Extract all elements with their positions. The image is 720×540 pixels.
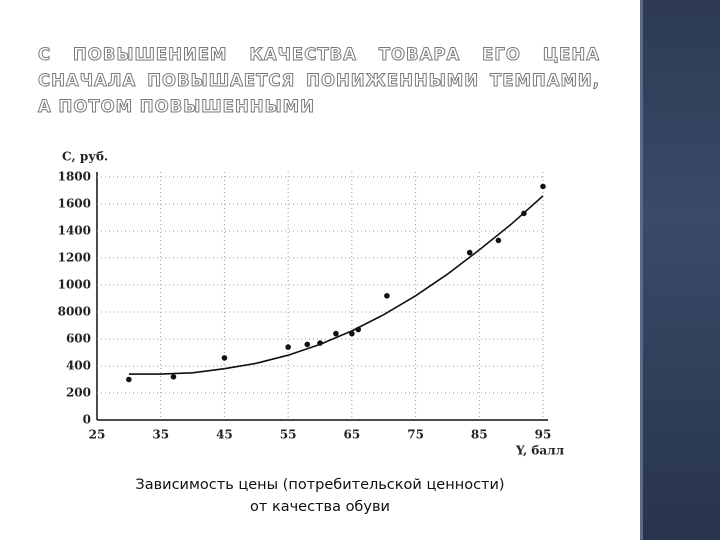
y-tick-label: 1400: [58, 224, 91, 238]
y-tick-label: 1200: [58, 251, 91, 265]
data-point: [333, 330, 339, 337]
data-point: [304, 341, 311, 348]
caption: от качества обуви: [250, 499, 390, 515]
chart: С, руб. Y, балл Зависимость цены (потреб…: [58, 150, 565, 516]
x-axis-label: Y, балл: [515, 444, 565, 458]
y-tick-label: 0: [83, 413, 91, 427]
x-tick-label: 35: [152, 428, 169, 442]
trend-curve: [128, 195, 544, 375]
data-point: [170, 374, 177, 380]
y-tick-label: 8000: [58, 305, 91, 319]
y-tick-label: 200: [66, 386, 91, 400]
x-tick-label: 75: [407, 428, 424, 442]
slide-title: С ПОВЫШЕНИЕМ КАЧЕСТВА ТОВАРА ЕГО ЦЕНА СН…: [38, 45, 600, 117]
data-point: [285, 344, 291, 350]
y-tick-label: 600: [66, 332, 91, 346]
x-tick-label: 95: [535, 428, 552, 442]
data-point: [540, 183, 546, 190]
x-tick-label: 85: [471, 428, 488, 442]
y-axis-label: С, руб.: [62, 150, 108, 164]
x-tick-label: 65: [344, 428, 361, 442]
y-tick-label: 1600: [58, 197, 91, 211]
x-tick-label: 55: [280, 428, 297, 442]
data-point: [466, 249, 473, 256]
y-tick-label: 1000: [58, 278, 91, 292]
data-point: [126, 376, 132, 383]
x-tick-label: 45: [216, 428, 233, 442]
data-point: [495, 237, 502, 244]
y-tick-label: 400: [66, 359, 91, 373]
side-strip: [640, 0, 720, 540]
x-tick-label: 25: [89, 428, 106, 442]
data-point: [221, 355, 228, 361]
caption: Зависимость цены (потребительской ценнос…: [135, 477, 504, 493]
y-tick-label: 1800: [58, 170, 91, 184]
data-point: [384, 293, 390, 299]
